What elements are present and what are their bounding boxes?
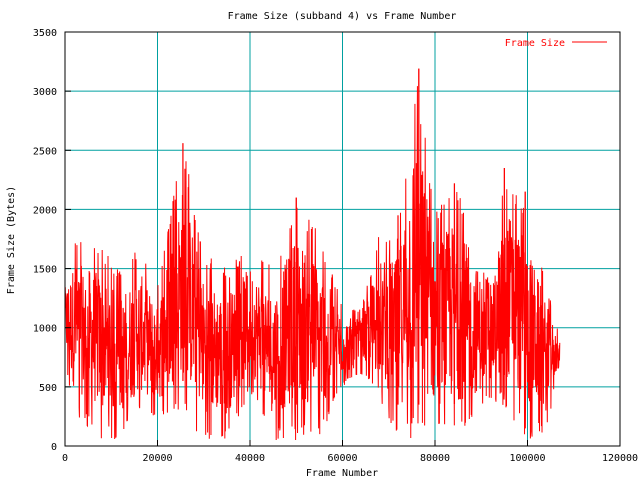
x-tick-label: 100000 [509,453,545,464]
y-tick-label: 3500 [33,28,57,39]
x-tick-label: 40000 [235,453,265,464]
y-tick-label: 3000 [33,87,57,98]
y-tick-label: 1500 [33,265,57,276]
grid-lines [65,32,620,446]
legend-label: Frame Size [505,38,565,49]
x-tick-label: 120000 [602,453,638,464]
series-frame-size [64,68,561,441]
y-tick-label: 500 [39,383,57,394]
y-tick-label: 2000 [33,205,57,216]
x-tick-label: 0 [62,453,68,464]
x-tick-label: 80000 [420,453,450,464]
y-tick-label: 1000 [33,324,57,335]
series-line-frame-size [64,68,561,441]
x-axis-label: Frame Number [306,468,378,479]
y-tick-label: 2500 [33,146,57,157]
x-tick-label: 20000 [142,453,172,464]
chart-title: Frame Size (subband 4) vs Frame Number [228,11,457,22]
y-tick-label: 0 [51,442,57,453]
x-tick-label: 60000 [327,453,357,464]
y-axis-label: Frame Size (Bytes) [6,186,17,294]
axis-ticks: 0 20000 40000 60000 80000 100000 120000 0 500 100… [33,28,638,464]
legend: Frame Size [505,38,607,49]
